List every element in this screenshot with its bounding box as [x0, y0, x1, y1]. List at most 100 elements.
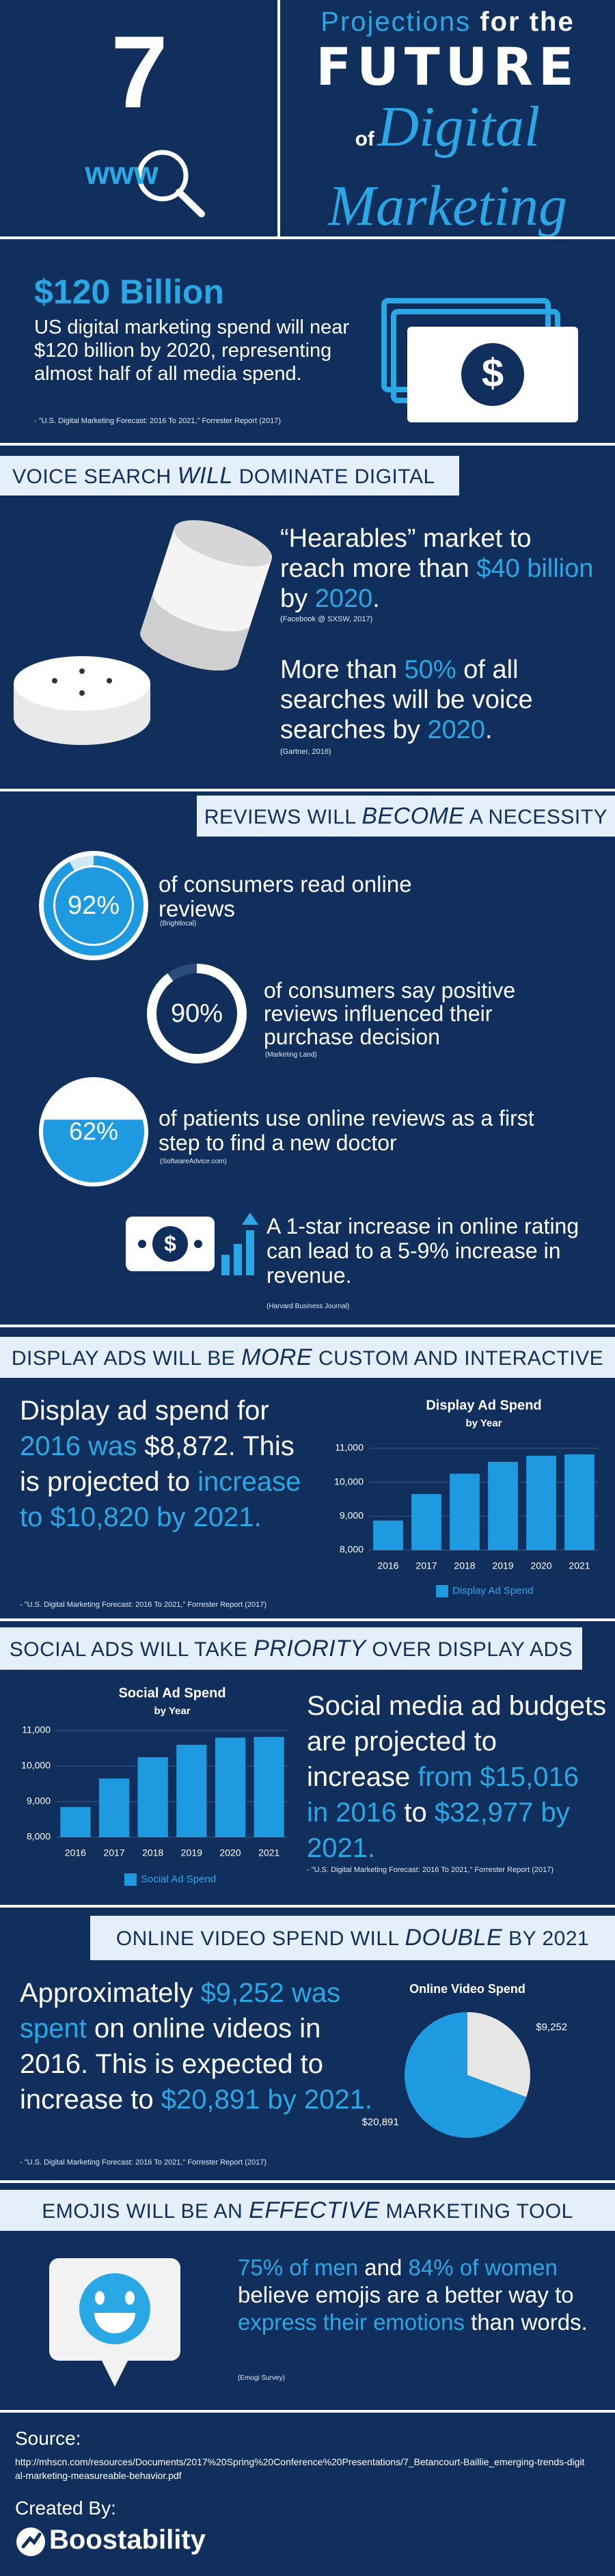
- banner-emphasis: EFFECTIVE: [249, 2197, 380, 2223]
- legend-swatch: [124, 1873, 137, 1886]
- echo-dot: [14, 656, 150, 745]
- banner-text: VOICE SEARCH WILL DOMINATE DIGITAL: [12, 463, 435, 489]
- banner-segment: DOMINATE DIGITAL: [232, 465, 435, 488]
- rating-dot: [194, 1240, 202, 1248]
- banner-text: EMOJIS WILL BE AN EFFECTIVE MARKETING TO…: [42, 2197, 573, 2224]
- text-segment: by: [280, 584, 315, 613]
- text-segment: “Hearables” market to reach more than: [280, 524, 532, 583]
- text-segment: .: [372, 584, 380, 613]
- separator: [0, 789, 615, 791]
- banner-segment: REVIEWS WILL: [204, 805, 362, 828]
- banner-emphasis: WILL: [177, 462, 233, 489]
- home-base: [140, 592, 251, 671]
- banner-segment: SOCIAL ADS WILL TAKE: [9, 1638, 254, 1661]
- legend-swatch: [436, 1585, 448, 1597]
- x-tick-label: 2017: [415, 1560, 437, 1571]
- text-segment: 75% of men: [238, 2255, 359, 2280]
- title-of: of: [355, 128, 374, 150]
- text-segment: 84% of women: [408, 2255, 558, 2280]
- review-percent: 92%: [68, 891, 120, 920]
- pie-slice: [467, 2012, 530, 2098]
- www-icon: www: [84, 150, 205, 217]
- social-banner: SOCIAL ADS WILL TAKE PRIORITY OVER DISPL…: [0, 1627, 582, 1670]
- rating-text: A 1-star increase in online rating can l…: [266, 1214, 579, 1288]
- bar: [373, 1520, 403, 1550]
- dot-button: [107, 678, 112, 683]
- social-text: Social media ad budgets are projected to…: [307, 1688, 607, 1866]
- bar: [137, 1757, 168, 1837]
- spend-headline: $120 Billion: [34, 273, 224, 311]
- review-arc: [44, 856, 144, 955]
- rating-source: (Harvard Business Journal): [266, 1303, 350, 1310]
- display-source: - "U.S. Digital Marketing Forecast: 2016…: [20, 1601, 266, 1609]
- voice-stat-1: “Hearables” market to reach more than $4…: [280, 524, 601, 614]
- y-tick-label: 8,000: [340, 1544, 364, 1555]
- video-source: - "U.S. Digital Marketing Forecast: 2016…: [20, 2158, 266, 2167]
- display-text: Display ad spend for 2016 was $8,872. Th…: [20, 1393, 307, 1535]
- text-segment: .: [485, 716, 493, 744]
- text-segment: 2020: [427, 716, 485, 744]
- review-source: (Marketing Land): [265, 1051, 317, 1059]
- review-center: [55, 867, 132, 944]
- rating-icon: $: [126, 1212, 258, 1275]
- x-tick-label: 2018: [454, 1560, 475, 1571]
- separator: [0, 1905, 615, 1908]
- x-tick-label: 2018: [142, 1847, 163, 1858]
- text-segment: 2016 was: [20, 1431, 137, 1461]
- x-tick-label: 2021: [569, 1560, 590, 1571]
- text-segment: 2020: [314, 584, 373, 613]
- rating-coin: [152, 1226, 188, 1262]
- bar: [411, 1494, 441, 1550]
- emoji-icon: [49, 2258, 180, 2387]
- banner-segment: EMOJIS WILL BE AN: [42, 2199, 249, 2223]
- review-text: of patients use online reviews as a firs…: [159, 1106, 534, 1155]
- emoji-eye: [95, 2291, 105, 2305]
- bill-circle: [461, 343, 524, 406]
- bar: [215, 1737, 246, 1837]
- display-banner: DISPLAY ADS WILL BE MORE CUSTOM AND INTE…: [0, 1337, 615, 1378]
- bar: [254, 1737, 284, 1837]
- banner-emphasis: BECOME: [361, 802, 465, 829]
- title-line-1: Projections for the: [280, 7, 615, 38]
- text-segment: increase to $10,820 by 2021.: [20, 1467, 301, 1532]
- banner-segment: ONLINE VIDEO SPEND WILL: [115, 1927, 405, 1950]
- y-tick-label: 10,000: [334, 1476, 364, 1487]
- footer-url: http://mhscn.com/resources/Documents/201…: [15, 2456, 585, 2481]
- dot-button: [52, 678, 57, 683]
- spend-body: US digital marketing spend will near $12…: [34, 316, 349, 385]
- title-marketing: Marketing: [328, 174, 567, 238]
- voice-source-1: (Facebook @ SXSW, 2017): [280, 615, 373, 623]
- separator: [0, 2180, 615, 2183]
- text-segment: $32,977 by 2021.: [307, 1798, 570, 1863]
- banner-text: REVIEWS WILL BECOME A NECESSITY: [204, 803, 607, 830]
- emoji-smile: [94, 2313, 135, 2333]
- banner-emphasis: DOUBLE: [405, 1925, 503, 1951]
- bar: [488, 1461, 518, 1550]
- chart-subtitle: by Year: [154, 1705, 190, 1717]
- pie-slice: [405, 2012, 527, 2138]
- rating-symbol: $: [164, 1231, 176, 1256]
- text-segment: Social media ad budgets are projected to…: [307, 1691, 607, 1792]
- title-future: FUTURE: [316, 36, 579, 97]
- rating-bar: [234, 1244, 242, 1275]
- www-text: www: [84, 155, 159, 191]
- x-tick-label: 2020: [219, 1847, 241, 1858]
- voice-banner: VOICE SEARCH WILL DOMINATE DIGITAL: [0, 456, 459, 496]
- text-segment: $20,891 by 2021.: [161, 2085, 372, 2115]
- x-tick-label: 2019: [181, 1847, 202, 1858]
- reviews-banner: REVIEWS WILL BECOME A NECESSITY: [197, 796, 615, 837]
- separator: [0, 1618, 615, 1621]
- rating-arrow: [242, 1212, 258, 1225]
- emoji-face: [79, 2273, 150, 2344]
- separator: [0, 236, 615, 239]
- video-banner: ONLINE VIDEO SPEND WILL DOUBLE BY 2021: [90, 1916, 615, 1960]
- header-number: 7: [111, 14, 168, 129]
- text-segment: than words.: [464, 2309, 588, 2335]
- text-segment: of all searches will be voice searches b…: [280, 655, 533, 744]
- emoji-text: 75% of men and 84% of women believe emoj…: [238, 2254, 593, 2336]
- voice-stat-2: More than 50% of all searches will be vo…: [280, 655, 601, 745]
- emoji-source: (Emogi Survey): [238, 2374, 285, 2382]
- banner-emphasis: MORE: [241, 1344, 313, 1370]
- dot-button: [79, 668, 85, 674]
